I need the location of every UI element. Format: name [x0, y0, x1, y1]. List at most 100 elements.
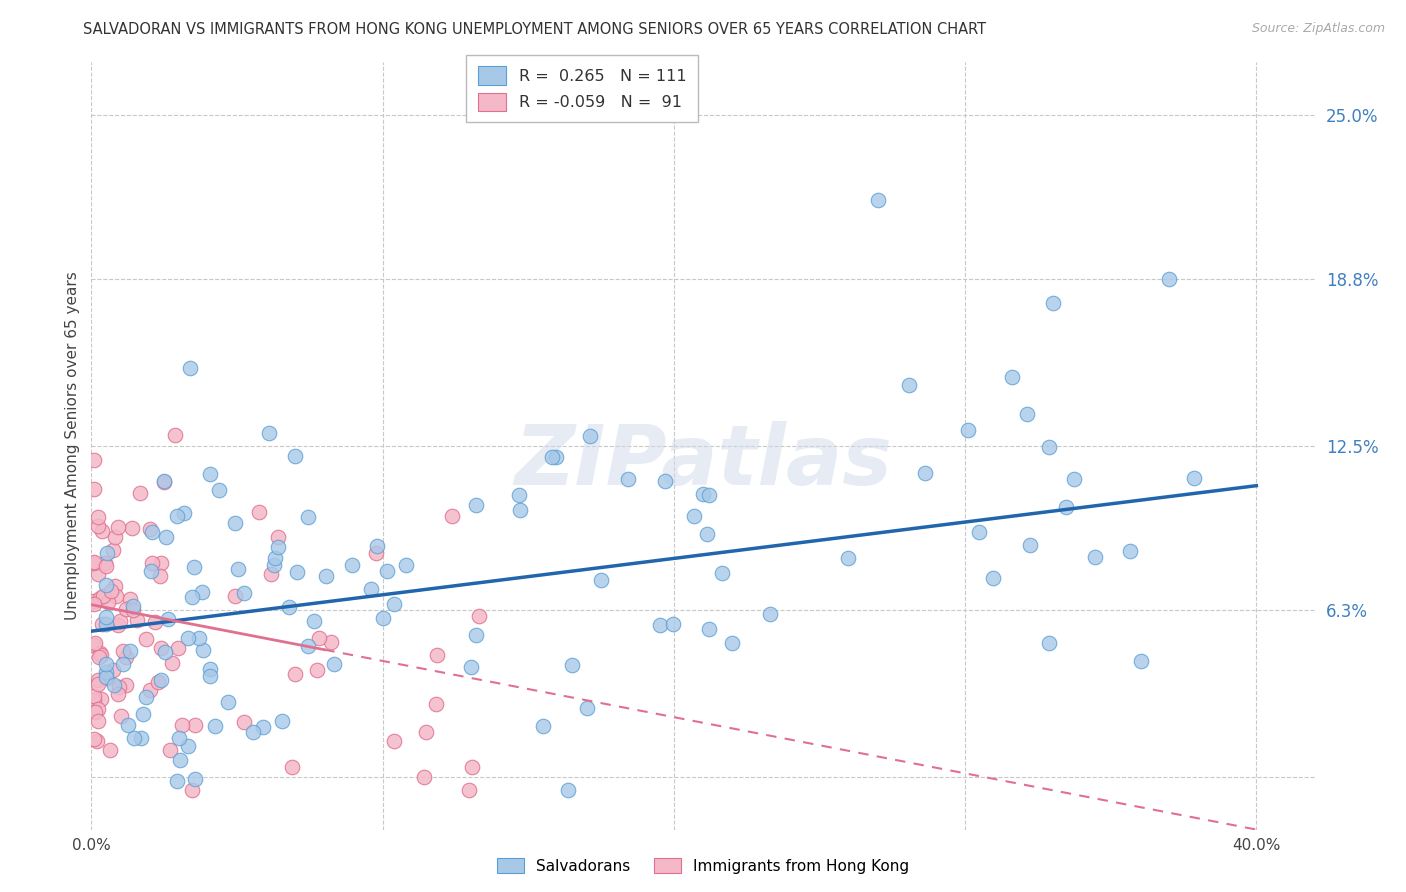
Point [150, 673, 173, 687]
Point [302, 615, 325, 629]
Point [617, 472, 640, 486]
Point [89, 646, 111, 660]
Point [280, 760, 302, 774]
Point [263, 558, 285, 572]
Point [87, 714, 110, 729]
Point [465, 627, 488, 641]
Point [155, 645, 177, 659]
Point [90, 692, 112, 706]
Point [83, 597, 105, 611]
Point [458, 783, 481, 797]
Point [117, 718, 139, 732]
Point [107, 520, 129, 534]
Point [224, 589, 246, 603]
Point [110, 615, 132, 629]
Point [132, 706, 155, 721]
Point [200, 467, 222, 481]
Point [146, 675, 169, 690]
Point [83, 689, 105, 703]
Point [94, 556, 117, 570]
Point [837, 550, 859, 565]
Point [94, 610, 117, 624]
Point [124, 731, 146, 745]
Point [468, 609, 491, 624]
Point [284, 449, 307, 463]
Point [692, 487, 714, 501]
Point [94, 616, 117, 631]
Point [104, 530, 127, 544]
Point [981, 571, 1004, 585]
Point [382, 597, 405, 611]
Point [121, 521, 143, 535]
Point [375, 564, 398, 578]
Point [696, 527, 718, 541]
Point [107, 688, 129, 702]
Point [183, 560, 205, 574]
Point [103, 678, 125, 692]
Point [169, 754, 191, 768]
Point [697, 488, 720, 502]
Point [96, 546, 118, 560]
Point [914, 466, 936, 480]
Point [166, 509, 188, 524]
Legend: R =  0.265   N = 111, R = -0.059   N =  91: R = 0.265 N = 111, R = -0.059 N = 91 [467, 55, 697, 122]
Point [1084, 550, 1107, 565]
Point [1015, 408, 1038, 422]
Point [135, 690, 157, 704]
Point [531, 719, 554, 733]
Point [711, 566, 734, 581]
Point [180, 783, 202, 797]
Point [721, 636, 744, 650]
Point [91, 589, 114, 603]
Point [118, 644, 141, 658]
Point [546, 450, 568, 464]
Point [1019, 538, 1042, 552]
Point [128, 486, 150, 500]
Point [162, 656, 184, 670]
Point [557, 783, 579, 797]
Point [266, 530, 288, 544]
Point [198, 663, 221, 677]
Point [412, 770, 434, 784]
Point [135, 632, 157, 646]
Point [509, 503, 531, 517]
Point [315, 568, 337, 582]
Point [112, 644, 135, 658]
Point [86, 733, 108, 747]
Point [87, 673, 110, 688]
Point [366, 539, 388, 553]
Point [461, 759, 484, 773]
Point [181, 590, 204, 604]
Point [165, 427, 187, 442]
Point [297, 639, 319, 653]
Point [305, 663, 328, 677]
Point [217, 695, 239, 709]
Point [184, 772, 207, 786]
Point [153, 475, 176, 490]
Point [172, 718, 194, 732]
Point [576, 700, 599, 714]
Point [371, 611, 394, 625]
Point [83, 452, 105, 467]
Point [662, 616, 685, 631]
Point [96, 671, 118, 685]
Point [101, 663, 124, 677]
Point [957, 423, 980, 437]
Point [1130, 654, 1153, 668]
Point [322, 657, 344, 672]
Point [155, 530, 177, 544]
Point [149, 640, 172, 655]
Point [87, 677, 110, 691]
Point [157, 612, 180, 626]
Point [257, 426, 280, 441]
Point [395, 558, 418, 572]
Point [166, 773, 188, 788]
Point [90, 648, 112, 663]
Y-axis label: Unemployment Among Seniors over 65 years: Unemployment Among Seniors over 65 years [65, 272, 80, 620]
Point [143, 615, 166, 629]
Point [122, 603, 145, 617]
Point [83, 705, 105, 719]
Point [249, 505, 271, 519]
Point [460, 660, 482, 674]
Point [94, 558, 117, 573]
